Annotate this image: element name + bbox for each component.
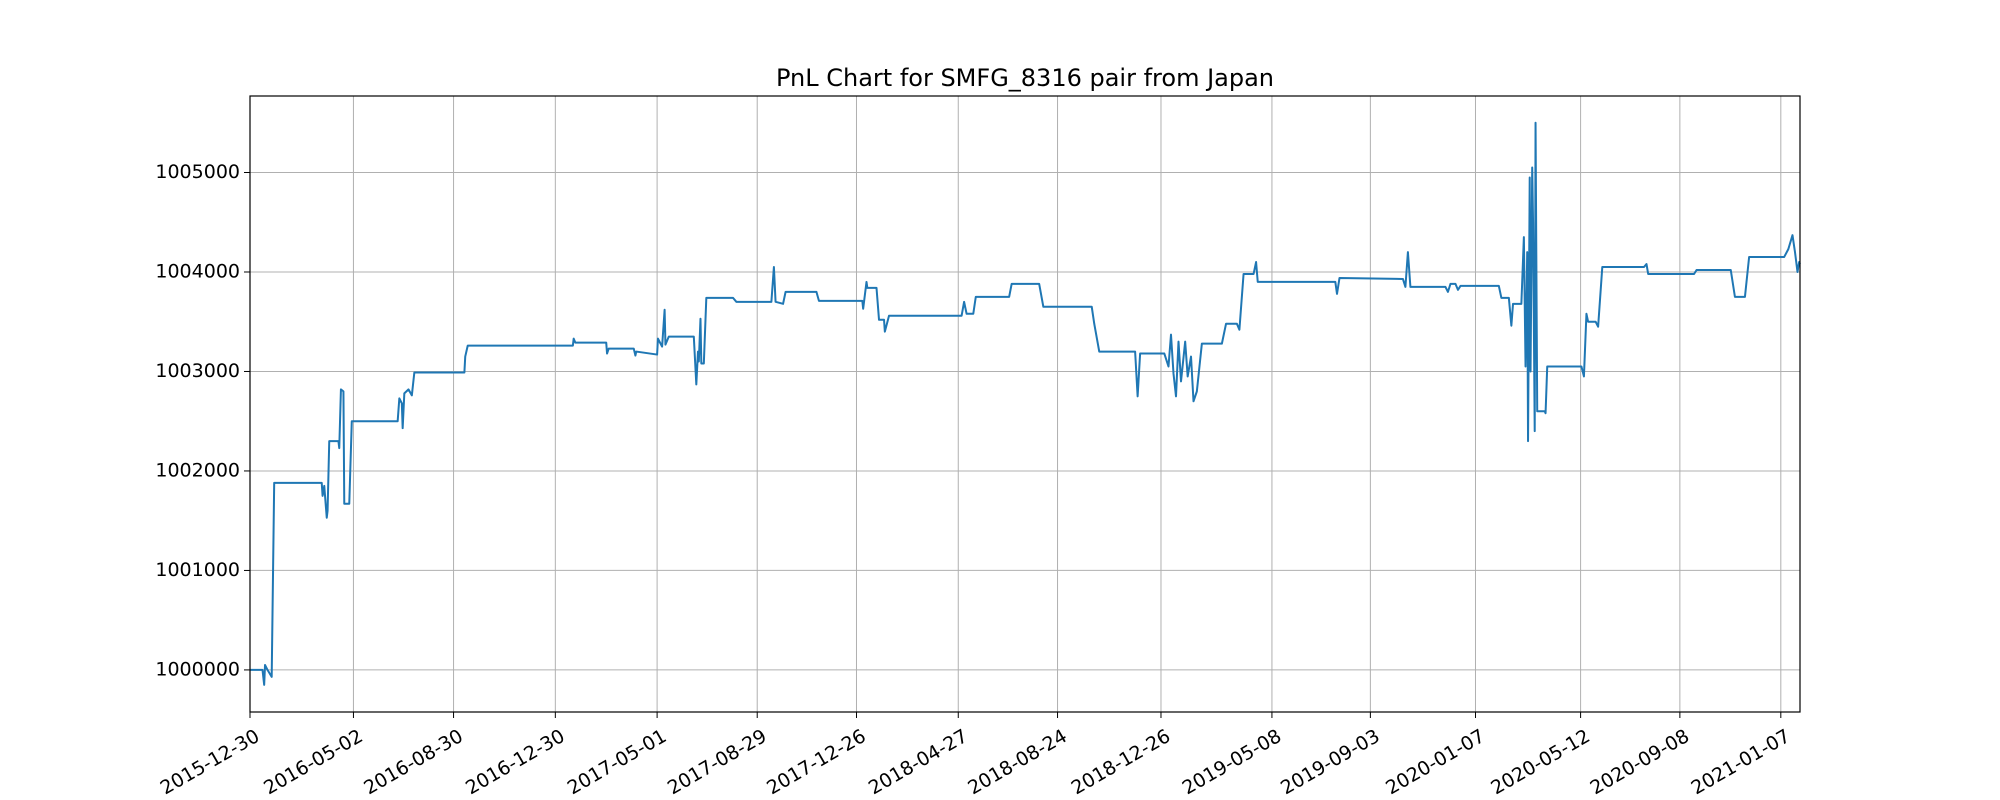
y-tick-label: 1004000	[155, 260, 240, 282]
x-tick-label: 2015-12-30	[157, 725, 264, 799]
y-tick-label: 1001000	[155, 559, 240, 581]
y-tick-label: 1005000	[155, 161, 240, 183]
x-tick-label: 2018-08-24	[964, 725, 1071, 799]
x-tick-label: 2018-04-27	[865, 725, 972, 799]
x-tick-label: 2016-05-02	[260, 725, 367, 799]
y-tick-label: 1002000	[155, 459, 240, 481]
x-tick-label: 2019-05-08	[1179, 725, 1286, 799]
x-tick-label: 2017-08-29	[664, 725, 771, 799]
x-tick-label: 2018-12-26	[1068, 725, 1175, 799]
x-tick-label: 2016-12-30	[462, 725, 569, 799]
x-tick-label: 2020-01-07	[1382, 725, 1489, 799]
x-tick-label: 2021-01-07	[1687, 725, 1794, 799]
plot-frame	[249, 95, 1801, 713]
x-tick-label: 2020-09-08	[1587, 725, 1694, 799]
x-tick-label: 2017-12-26	[763, 725, 870, 799]
y-tick-label: 1000000	[155, 658, 240, 680]
x-tick-label: 2020-05-12	[1487, 725, 1594, 799]
x-tick-label: 2017-05-01	[564, 725, 671, 799]
y-tick-label: 1003000	[155, 360, 240, 382]
chart-title: PnL Chart for SMFG_8316 pair from Japan	[776, 64, 1274, 92]
x-tick-label: 2016-08-30	[360, 725, 467, 799]
pnl-line	[250, 121, 1801, 686]
x-tick-label: 2019-09-03	[1277, 725, 1384, 799]
